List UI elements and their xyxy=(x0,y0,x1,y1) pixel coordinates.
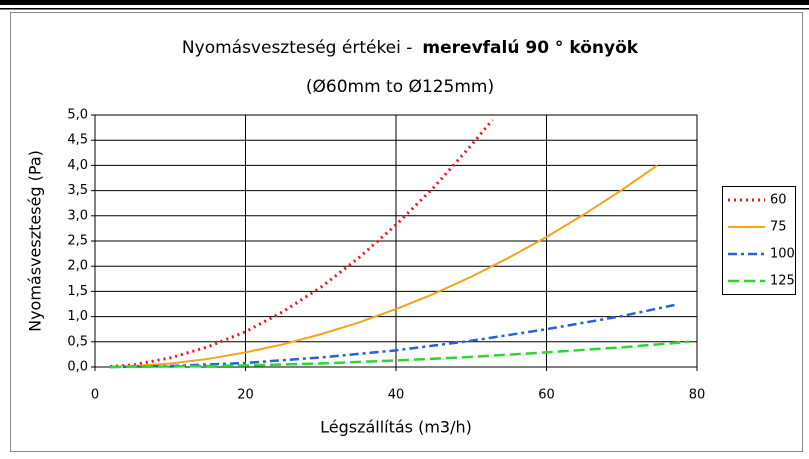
y-tick-label: 0,0 xyxy=(67,360,88,375)
chart-title: Nyomásveszteség értékei - merevfalú 90 ° … xyxy=(182,38,639,58)
top-rule-thin xyxy=(0,8,809,10)
series-line xyxy=(110,340,690,369)
legend-box xyxy=(722,186,796,295)
y-tick-label: 4,5 xyxy=(67,133,88,148)
x-tick-label: 60 xyxy=(538,388,555,403)
y-tick-label: 0,5 xyxy=(67,334,88,349)
plot-area-border xyxy=(94,114,698,368)
chart-frame xyxy=(10,12,803,452)
top-rule xyxy=(0,0,809,5)
legend-label: 125 xyxy=(770,274,795,289)
y-axis-title: Nyomásveszteség (Pa) xyxy=(26,150,45,332)
y-tick-label: 3,5 xyxy=(67,183,88,198)
y-tick-label: 4,0 xyxy=(67,158,88,173)
y-tick-label: 1,0 xyxy=(67,309,88,324)
series-line xyxy=(110,164,658,368)
chart-subtitle: (Ø60mm to Ø125mm) xyxy=(306,77,494,97)
x-tick-label: 20 xyxy=(237,388,254,403)
y-tick-label: 5,0 xyxy=(67,108,88,123)
y-tick-label: 1,5 xyxy=(67,284,88,299)
legend-label: 60 xyxy=(770,193,787,208)
title-emphasis: merevfalú 90 ° könyök xyxy=(422,38,638,58)
x-tick-label: 80 xyxy=(689,388,706,403)
x-axis-title: Légszállítás (m3/h) xyxy=(320,418,472,437)
y-tick-label: 2,0 xyxy=(67,259,88,274)
x-tick-label: 40 xyxy=(388,388,405,403)
series-line xyxy=(109,119,494,368)
y-tick-label: 2,5 xyxy=(67,234,88,249)
legend-label: 100 xyxy=(770,247,795,262)
legend-label: 75 xyxy=(770,220,787,235)
x-tick-label: 0 xyxy=(91,388,99,403)
y-tick-label: 3,0 xyxy=(67,208,88,223)
title-text: Nyomásveszteség értékei - xyxy=(182,38,412,58)
